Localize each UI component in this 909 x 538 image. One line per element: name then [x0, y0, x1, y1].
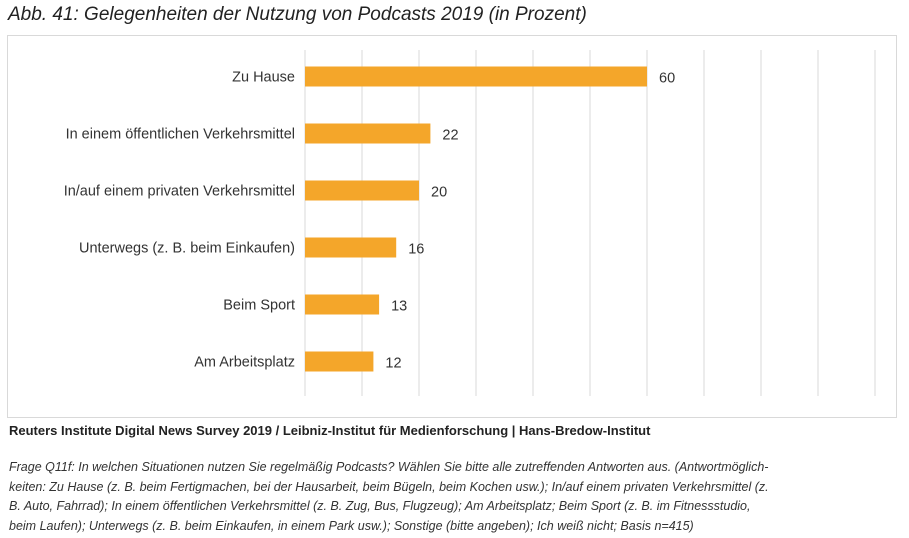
note-line: Frage Q11f: In welchen Situationen nutze… [9, 460, 769, 474]
bar [305, 123, 431, 144]
note-line: B. Auto, Fahrrad); In einem öffentlichen… [9, 499, 751, 513]
bar-chart: Zu Hause 60 In einem öffentlichen Verkehrs… [64, 50, 876, 396]
value-label: 12 [385, 356, 401, 372]
value-label: 22 [442, 128, 458, 144]
bar [305, 66, 647, 87]
chart-area: Zu Hause 60 In einem öffentlichen Verkehrs… [7, 35, 897, 418]
value-label: 16 [408, 242, 424, 258]
category-label: In einem öffentlichen Verkehrsmittel [66, 127, 295, 143]
bar [305, 294, 380, 315]
question-note: Frage Q11f: In welchen Situationen nutze… [9, 458, 904, 536]
chart-title: Abb. 41: Gelegenheiten der Nutzung von P… [8, 4, 587, 25]
value-label: 13 [391, 299, 407, 315]
bar [305, 180, 419, 201]
bar [305, 351, 374, 372]
category-label: In/auf einem privaten Verkehrsmittel [64, 184, 295, 200]
category-label: Beim Sport [223, 298, 295, 314]
category-label: Am Arbeitsplatz [194, 355, 295, 371]
category-label: Unterwegs (z. B. beim Einkaufen) [79, 241, 295, 257]
source-line: Reuters Institute Digital News Survey 20… [9, 423, 651, 438]
category-label: Zu Hause [232, 70, 295, 86]
value-label: 60 [659, 71, 675, 87]
note-line: beim Laufen); Unterwegs (z. B. beim Eink… [9, 518, 694, 533]
value-label: 20 [431, 185, 447, 201]
bar [305, 237, 397, 258]
note-line: keiten: Zu Hause (z. B. beim Fertigmache… [9, 479, 769, 494]
